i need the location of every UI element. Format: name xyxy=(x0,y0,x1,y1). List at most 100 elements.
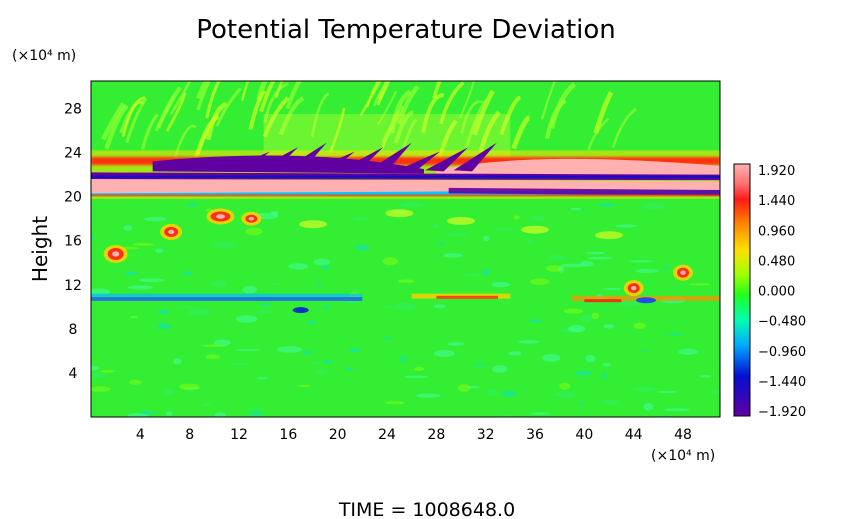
cool-layer xyxy=(91,296,363,301)
x-tick-label: 40 xyxy=(575,427,593,443)
wave-streak xyxy=(499,95,522,136)
field-fleck xyxy=(628,260,654,263)
purple-spike xyxy=(311,151,355,172)
blue-thread xyxy=(91,175,720,178)
field-fleck xyxy=(602,362,612,367)
field-fleck xyxy=(298,384,311,388)
field-fleck xyxy=(91,372,109,378)
wave-streak xyxy=(464,114,482,150)
wave-streak xyxy=(140,113,159,150)
wave-streak xyxy=(310,92,330,138)
field-fleck xyxy=(642,202,666,210)
cool-fleck xyxy=(642,349,648,352)
wave-streak xyxy=(328,107,346,154)
field-fleck xyxy=(127,413,149,417)
field-fleck xyxy=(633,322,646,330)
wave-streak xyxy=(377,81,391,101)
field-fleck xyxy=(546,265,563,272)
cool-fleck xyxy=(259,303,271,306)
x-tick-label: 32 xyxy=(477,427,495,443)
field-fleck xyxy=(254,310,275,314)
wave-streak xyxy=(196,81,211,111)
colorbar-label: 1.440 xyxy=(758,194,795,209)
field-fleck xyxy=(186,389,195,394)
field-fleck xyxy=(657,390,677,393)
warm-layer-core xyxy=(584,299,622,303)
cool-fleck xyxy=(157,309,170,314)
wave-streak xyxy=(262,96,290,138)
cool-spot xyxy=(292,307,309,314)
cool-fleck xyxy=(399,356,407,362)
field-fleck xyxy=(433,304,447,309)
field-fleck xyxy=(413,366,425,372)
field-fleck xyxy=(568,325,586,333)
colorbar-label: −1.920 xyxy=(758,405,806,420)
field-fleck xyxy=(549,254,567,261)
colorbar-labels: 1.920 1.440 0.960 0.480 0.000 −0.480 −0.960 −1.… xyxy=(758,164,806,420)
wave-streak xyxy=(458,81,475,119)
cool-fleck xyxy=(91,236,96,240)
field-fleck xyxy=(462,273,483,277)
field-fleck xyxy=(138,278,165,282)
field-fleck xyxy=(432,223,440,229)
field-fleck xyxy=(483,235,490,242)
field-fleck xyxy=(500,414,519,417)
wave-streak xyxy=(593,91,614,134)
wave-streak xyxy=(432,81,442,99)
cool-fleck xyxy=(575,370,592,376)
warm-blob-center xyxy=(630,285,637,291)
cool-fleck xyxy=(579,402,584,406)
wave-streak xyxy=(196,81,209,100)
field-fleck xyxy=(91,288,111,296)
wave-streak xyxy=(359,81,382,117)
cool-fleck xyxy=(306,321,316,325)
y-tick-label: 24 xyxy=(64,146,82,162)
wave-streak xyxy=(540,81,556,120)
cool-fleck xyxy=(323,360,332,364)
wave-streak xyxy=(478,110,501,153)
warm-blob-center xyxy=(248,216,255,221)
wave-streak xyxy=(439,81,465,125)
purple-spike xyxy=(396,151,441,172)
field-fleck xyxy=(235,349,261,352)
field-fleck xyxy=(530,412,552,415)
field-fleck xyxy=(91,365,100,371)
wave-streak xyxy=(393,110,414,144)
warm-band xyxy=(91,157,720,166)
field-fleck xyxy=(154,248,164,254)
wave-streak xyxy=(381,105,406,144)
field-fleck xyxy=(559,382,571,390)
field-fleck xyxy=(214,412,226,417)
x-tick-label: 36 xyxy=(526,427,544,443)
field-fleck xyxy=(416,393,441,398)
colorbar-label: 0.000 xyxy=(758,285,795,300)
y-tick-label: 12 xyxy=(64,278,82,294)
field-fleck xyxy=(587,256,613,260)
warm-streak xyxy=(299,220,327,229)
field-fleck xyxy=(205,354,221,359)
field-fleck xyxy=(603,323,615,329)
field-fleck xyxy=(163,388,175,395)
wave-streak xyxy=(125,97,148,144)
wave-streak xyxy=(169,81,192,115)
field-fleck xyxy=(643,402,654,411)
field-fleck xyxy=(202,403,213,407)
x-tick-label: 4 xyxy=(136,427,145,443)
cool-fleck xyxy=(125,271,138,276)
warm-layer-core xyxy=(436,295,498,299)
field-fleck xyxy=(601,399,620,406)
field-fleck xyxy=(165,411,173,417)
field-fleck xyxy=(177,306,198,309)
field-fleck xyxy=(444,232,470,237)
warm-blob-center xyxy=(168,229,175,235)
field-fleck xyxy=(144,216,167,222)
field-fleck xyxy=(404,375,429,379)
cool-fleck xyxy=(348,348,361,353)
colorbar-label: 0.480 xyxy=(758,254,795,269)
field-fleck xyxy=(235,315,258,323)
cool-fleck xyxy=(302,350,313,354)
field-fleck xyxy=(591,312,600,319)
field-fleck xyxy=(313,361,323,365)
field-fleck xyxy=(201,344,227,347)
